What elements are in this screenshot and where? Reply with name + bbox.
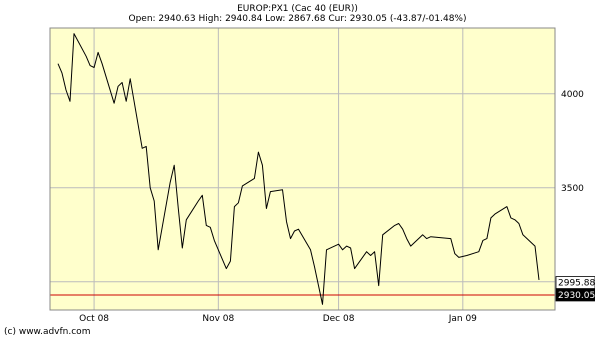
x-tick-label: Oct 08: [79, 314, 109, 324]
grid: [50, 28, 555, 310]
chart-title: EUROP:PX1 (Cac 40 (EUR)): [237, 4, 358, 14]
chart-stats: Open: 2940.63 High: 2940.84 Low: 2867.68…: [128, 14, 467, 24]
price-labels: 2995.88 2930.05: [555, 276, 595, 302]
svg-text:2995.88: 2995.88: [558, 279, 595, 289]
x-tick-label: Nov 08: [202, 314, 234, 324]
x-tick-label: Dec 08: [323, 314, 355, 324]
x-tick-label: Jan 09: [448, 314, 477, 324]
price-line: [57, 33, 540, 305]
y-axis: 4000 3500: [561, 90, 584, 194]
plot-area: [50, 28, 555, 310]
plot-frame: [49, 27, 556, 311]
price-series: [50, 33, 555, 305]
last-price-label: 2995.88: [555, 276, 595, 289]
current-price-label: 2930.05: [555, 288, 595, 302]
y-tick-label: 3500: [561, 184, 584, 194]
x-axis: Oct 08 Nov 08 Dec 08 Jan 09: [79, 314, 477, 324]
copyright-credit: (c) www.advfn.com: [4, 327, 91, 337]
svg-text:2930.05: 2930.05: [558, 291, 595, 301]
y-tick-label: 4000: [561, 90, 584, 100]
